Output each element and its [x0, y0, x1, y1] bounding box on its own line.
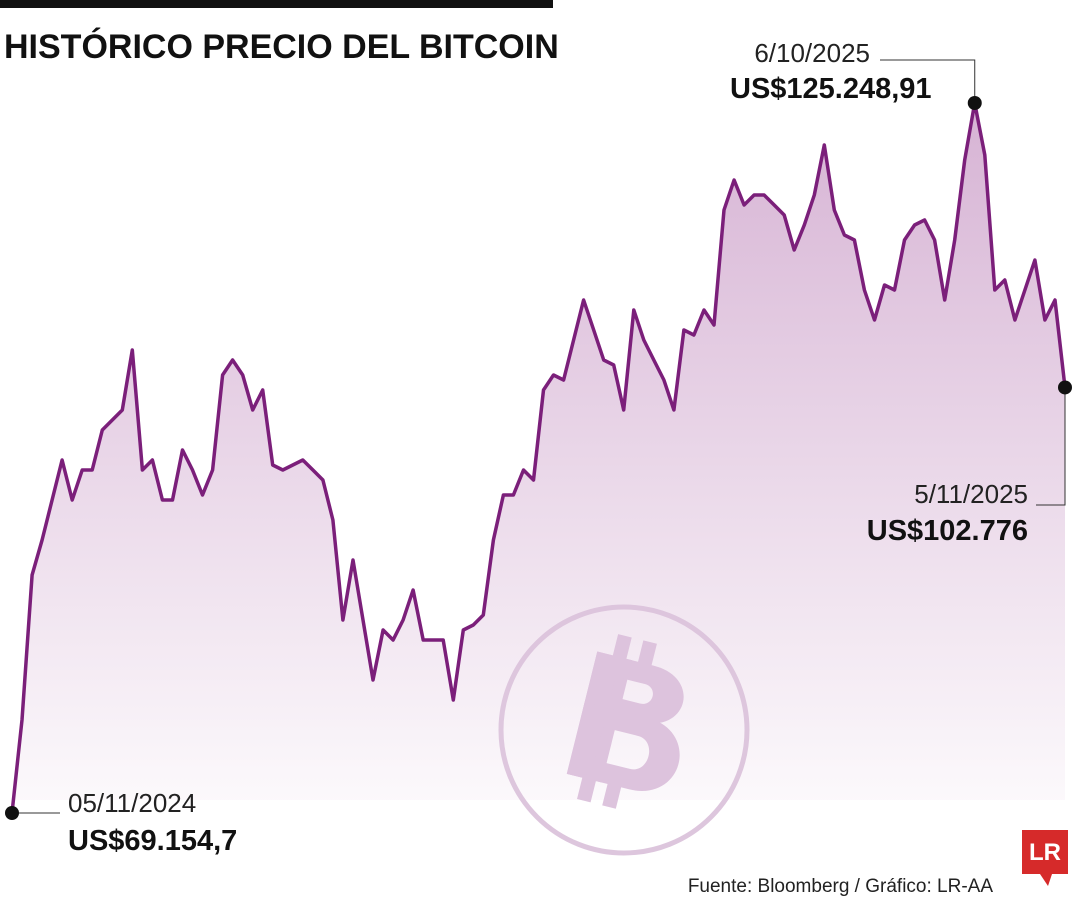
leader-line	[1036, 387, 1066, 506]
bitcoin-icon	[498, 604, 750, 856]
leader-line	[880, 59, 976, 103]
logo: LR	[1022, 830, 1068, 886]
plot	[12, 103, 1065, 813]
line-layer: 05/11/2024 US$69.154,7 6/10/2025 US$125.248…	[5, 38, 1072, 857]
annotation-value: US$69.154,7	[68, 825, 237, 857]
chart-title: HISTÓRICO PRECIO DEL BITCOIN	[4, 28, 559, 66]
annotation-value: US$102.776	[867, 515, 1028, 547]
annotation-value: US$125.248,91	[730, 73, 932, 105]
annotation-date: 05/11/2024	[68, 788, 196, 818]
annotation-date: 5/11/2025	[914, 479, 1028, 509]
title-bar	[0, 0, 553, 8]
point-marker	[967, 96, 982, 110]
point-marker	[1058, 380, 1072, 395]
price-line	[10, 101, 1067, 814]
logo-text: LR	[1029, 839, 1061, 866]
area	[12, 103, 1065, 813]
point-marker	[5, 806, 19, 820]
annotation-date: 6/10/2025	[754, 38, 870, 68]
source: Fuente: Bloomberg / Gráfico: LR-AA	[688, 876, 994, 897]
